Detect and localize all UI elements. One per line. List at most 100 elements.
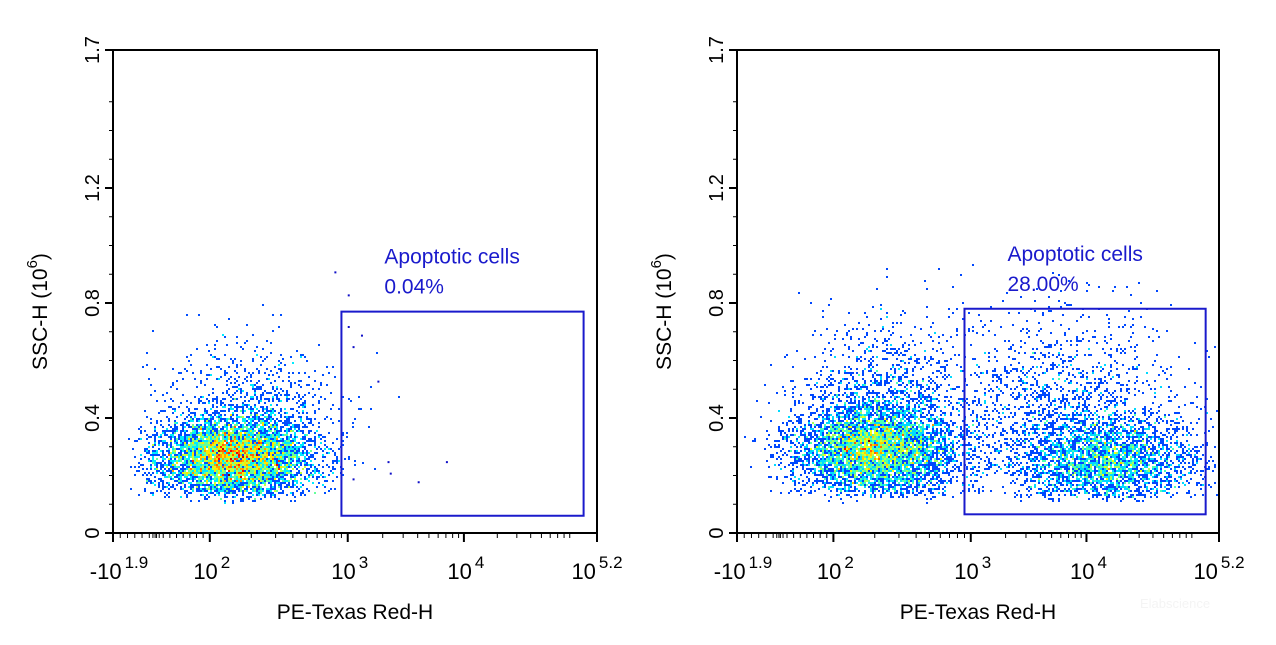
density-cell	[304, 424, 306, 426]
density-cell	[824, 384, 826, 386]
density-cell	[822, 442, 824, 444]
density-cell	[306, 488, 308, 490]
density-cell	[876, 434, 878, 436]
density-cell	[872, 434, 874, 436]
density-cell	[856, 500, 858, 502]
density-cell	[284, 464, 286, 466]
density-cell	[260, 422, 262, 424]
density-cell	[224, 434, 226, 436]
density-cell	[274, 482, 276, 484]
density-cell	[198, 438, 200, 440]
density-cell	[862, 454, 864, 456]
density-cell	[304, 438, 306, 440]
density-cell	[158, 448, 160, 450]
density-cell	[298, 430, 300, 432]
density-cell	[200, 442, 202, 444]
gate-apoptotic[interactable]	[341, 312, 583, 516]
density-cell	[254, 460, 256, 462]
density-cell	[776, 446, 778, 448]
density-cell	[862, 492, 864, 494]
density-cell	[260, 480, 262, 482]
density-cell	[284, 450, 286, 452]
density-cell	[210, 486, 212, 488]
density-cell	[226, 442, 228, 444]
density-cell	[180, 432, 182, 434]
density-cell	[888, 430, 890, 432]
density-cell	[230, 476, 232, 478]
density-cell	[284, 448, 286, 450]
density-cell	[140, 454, 142, 456]
density-cell	[820, 462, 822, 464]
density-cell	[192, 438, 194, 440]
density-cell	[336, 438, 338, 440]
density-cell	[182, 428, 184, 430]
density-cell	[198, 484, 200, 486]
density-cell	[218, 366, 220, 368]
density-cell	[836, 412, 838, 414]
density-cell	[898, 464, 900, 466]
density-cell	[206, 410, 208, 412]
density-cell	[236, 446, 238, 448]
x-axis-label: PE-Texas Red-H	[277, 601, 433, 624]
density-cell	[854, 424, 856, 426]
density-cell	[182, 480, 184, 482]
density-cell	[254, 434, 256, 436]
density-cell	[186, 424, 188, 426]
density-cell	[842, 470, 844, 472]
density-cell	[204, 458, 206, 460]
density-cell	[906, 464, 908, 466]
density-cell	[250, 398, 252, 400]
density-cell	[188, 434, 190, 436]
density-cell	[860, 474, 862, 476]
density-cell	[218, 480, 220, 482]
density-cell	[284, 442, 286, 444]
density-cell	[320, 382, 322, 384]
density-cell	[868, 466, 870, 468]
density-cell	[184, 464, 186, 466]
density-cell	[176, 422, 178, 424]
density-cell	[232, 500, 234, 502]
density-cell	[848, 402, 850, 404]
density-cell	[284, 430, 286, 432]
density-cell	[306, 384, 308, 386]
density-cell	[906, 482, 908, 484]
density-cell	[306, 452, 308, 454]
density-cell	[168, 452, 170, 454]
density-cell	[270, 464, 272, 466]
density-cell	[274, 464, 276, 466]
density-cell	[160, 424, 162, 426]
density-cell	[260, 406, 262, 408]
density-cell	[970, 456, 972, 458]
density-cell	[192, 458, 194, 460]
density-cell	[272, 456, 274, 458]
density-cell	[934, 430, 936, 432]
density-cell	[256, 434, 258, 436]
density-cell	[894, 396, 896, 398]
density-cell	[218, 432, 220, 434]
density-cell	[154, 454, 156, 456]
density-cell	[790, 442, 792, 444]
density-cell	[870, 452, 872, 454]
density-cell	[218, 446, 220, 448]
density-cell	[264, 430, 266, 432]
density-cell	[242, 462, 244, 464]
density-cell	[216, 490, 218, 492]
density-cell	[260, 466, 262, 468]
density-cell	[266, 442, 268, 444]
density-cell	[232, 472, 234, 474]
density-cell	[244, 450, 246, 452]
density-cell	[892, 448, 894, 450]
density-cell	[876, 436, 878, 438]
density-cell	[902, 494, 904, 496]
density-cell	[856, 448, 858, 450]
density-cell	[268, 414, 270, 416]
density-cell	[272, 330, 274, 332]
density-cell	[248, 428, 250, 430]
density-cell	[906, 424, 908, 426]
density-cell	[290, 450, 292, 452]
density-cell	[218, 420, 220, 422]
density-cell	[842, 466, 844, 468]
density-cell	[854, 442, 856, 444]
density-cell	[872, 484, 874, 486]
density-cell	[844, 454, 846, 456]
